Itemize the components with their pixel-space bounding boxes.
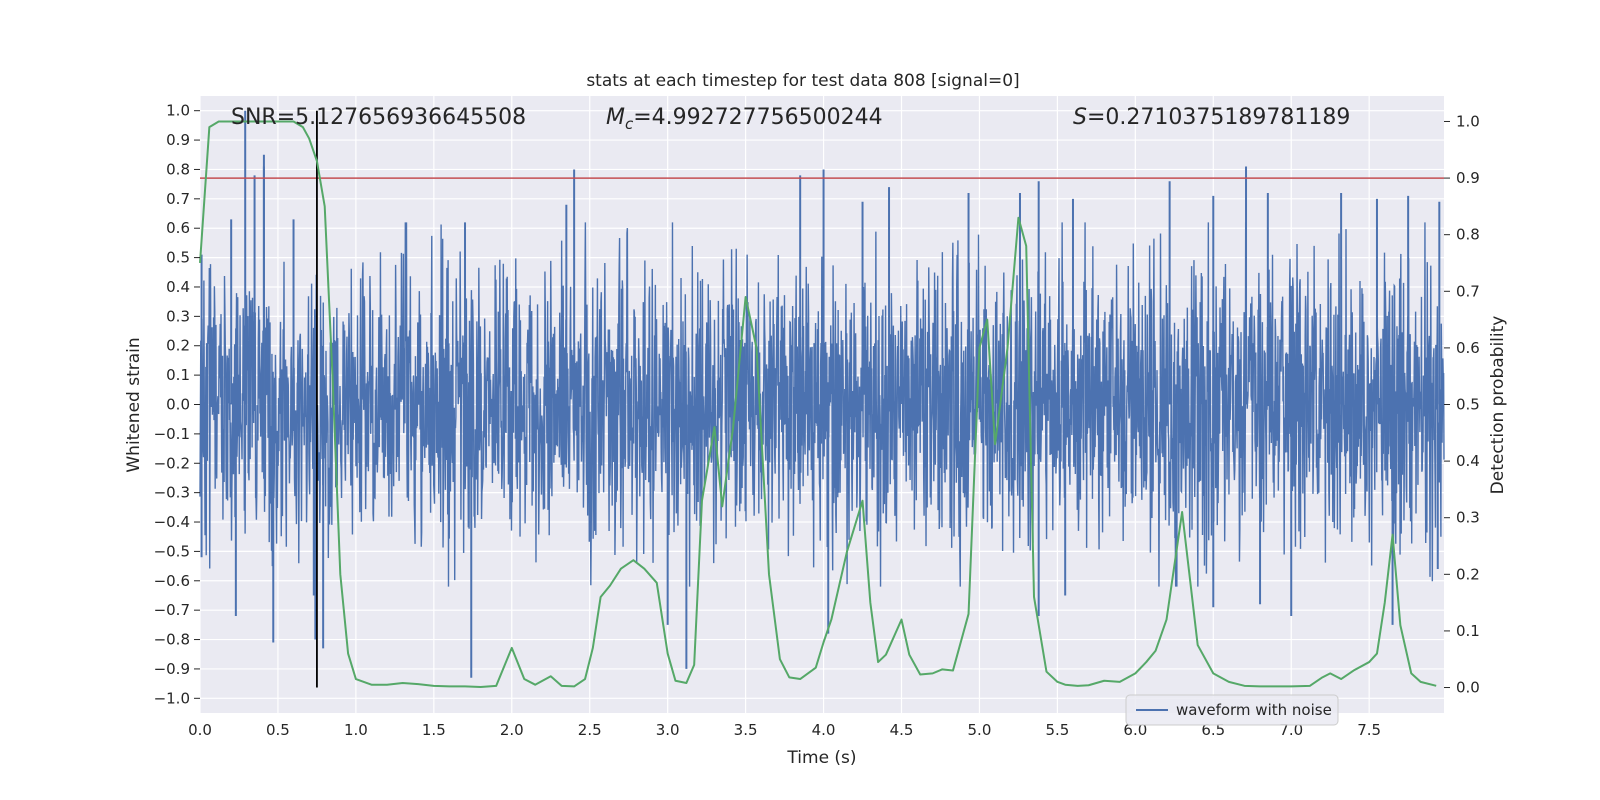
y-left-tick-label: 0.5: [166, 249, 190, 267]
x-tick-label: 3.5: [734, 721, 758, 739]
x-tick-label: 7.5: [1357, 721, 1381, 739]
s-annotation: S=0.2710375189781189: [1073, 105, 1350, 130]
y-left-tick-label: 0.3: [166, 307, 190, 325]
y-left-tick-label: −0.2: [154, 454, 190, 472]
x-tick-label: 0.0: [188, 721, 212, 739]
chirp-mass-subscript: c: [625, 115, 634, 133]
chart-title: stats at each timestep for test data 808…: [586, 71, 1019, 91]
s-symbol: S: [1073, 105, 1087, 130]
y-left-tick-label: 0.6: [166, 219, 190, 237]
x-tick-label: 1.5: [422, 721, 446, 739]
x-tick-label: 1.0: [344, 721, 368, 739]
y-right-tick-label: 0.8: [1456, 226, 1480, 244]
legend-box: [1125, 694, 1339, 726]
x-tick-label: 3.0: [656, 721, 680, 739]
right-y-axis-ticks: 1.0 0.9 0.8 0.7 0.6 0.5 0.4 0.3 0.2 0.1 0.0: [1444, 112, 1480, 697]
x-tick-label: 2.0: [500, 721, 524, 739]
y-right-tick-label: 0.1: [1456, 622, 1480, 640]
y-right-tick-label: 1.0: [1456, 112, 1480, 130]
y-right-tick-label: 0.0: [1456, 679, 1480, 697]
y-left-tick-label: 0.0: [166, 396, 190, 414]
y-right-tick-label: 0.4: [1456, 452, 1480, 470]
y-left-tick-label: 0.9: [166, 131, 190, 149]
legend: waveform with noise: [1125, 694, 1339, 726]
y-left-tick-label: −0.6: [154, 572, 190, 590]
chirp-mass-value: =4.992727756500244: [633, 105, 882, 130]
y-right-tick-label: 0.7: [1456, 282, 1480, 300]
waveform-noise-trace: [199, 222, 1445, 587]
y-left-tick-label: −0.1: [154, 425, 190, 443]
y-left-tick-label: −0.7: [154, 601, 190, 619]
legend-label-waveform: waveform with noise: [1176, 701, 1332, 719]
y-left-tick-label: 0.4: [166, 278, 190, 296]
y-left-tick-label: 0.8: [166, 160, 190, 178]
detection-probability-line: [199, 120, 1437, 688]
y-left-tick-label: −0.9: [154, 660, 190, 678]
y-right-tick-label: 0.6: [1456, 339, 1480, 357]
snr-annotation: SNR=5.127656936645508: [231, 105, 526, 130]
y-right-tick-label: 0.9: [1456, 169, 1480, 187]
chirp-mass-annotation: Mc=4.992727756500244: [606, 105, 883, 133]
x-tick-label: 5.5: [1045, 721, 1069, 739]
y-right-tick-label: 0.5: [1456, 396, 1480, 414]
y-left-tick-label: 0.1: [166, 366, 190, 384]
right-y-axis-title: Detection probability: [1488, 316, 1508, 495]
y-left-tick-label: −0.8: [154, 631, 190, 649]
x-tick-label: 2.5: [578, 721, 602, 739]
left-y-axis-ticks: 1.0 0.9 0.8 0.7 0.6 0.5 0.4 0.3 0.2 0.1 0.0 −0.1 −0.…: [154, 102, 200, 707]
y-left-tick-label: 0.2: [166, 337, 190, 355]
y-left-tick-label: −0.4: [154, 513, 190, 531]
y-left-tick-label: 0.7: [166, 190, 190, 208]
x-tick-label: 0.5: [266, 721, 290, 739]
x-tick-label: 4.5: [890, 721, 914, 739]
x-axis-title: Time (s): [786, 748, 856, 768]
y-left-tick-label: 1.0: [166, 102, 190, 120]
y-right-tick-label: 0.2: [1456, 565, 1480, 583]
y-left-tick-label: −0.3: [154, 484, 190, 502]
s-value: =0.2710375189781189: [1087, 105, 1350, 130]
waveform-series: [199, 110, 1445, 678]
x-tick-label: 4.0: [812, 721, 836, 739]
x-tick-label: 5.0: [968, 721, 992, 739]
y-left-tick-label: −0.5: [154, 542, 190, 560]
x-axis-ticks: 0.0 0.5 1.0 1.5 2.0 2.5 3.0 3.5 4.0 4.5 5.0 5.5 6.0 6…: [188, 721, 1381, 739]
left-y-axis-title: Whitened strain: [124, 337, 144, 472]
y-left-tick-label: −1.0: [154, 689, 190, 707]
chirp-mass-symbol: M: [606, 105, 625, 130]
y-right-tick-label: 0.3: [1456, 509, 1480, 527]
